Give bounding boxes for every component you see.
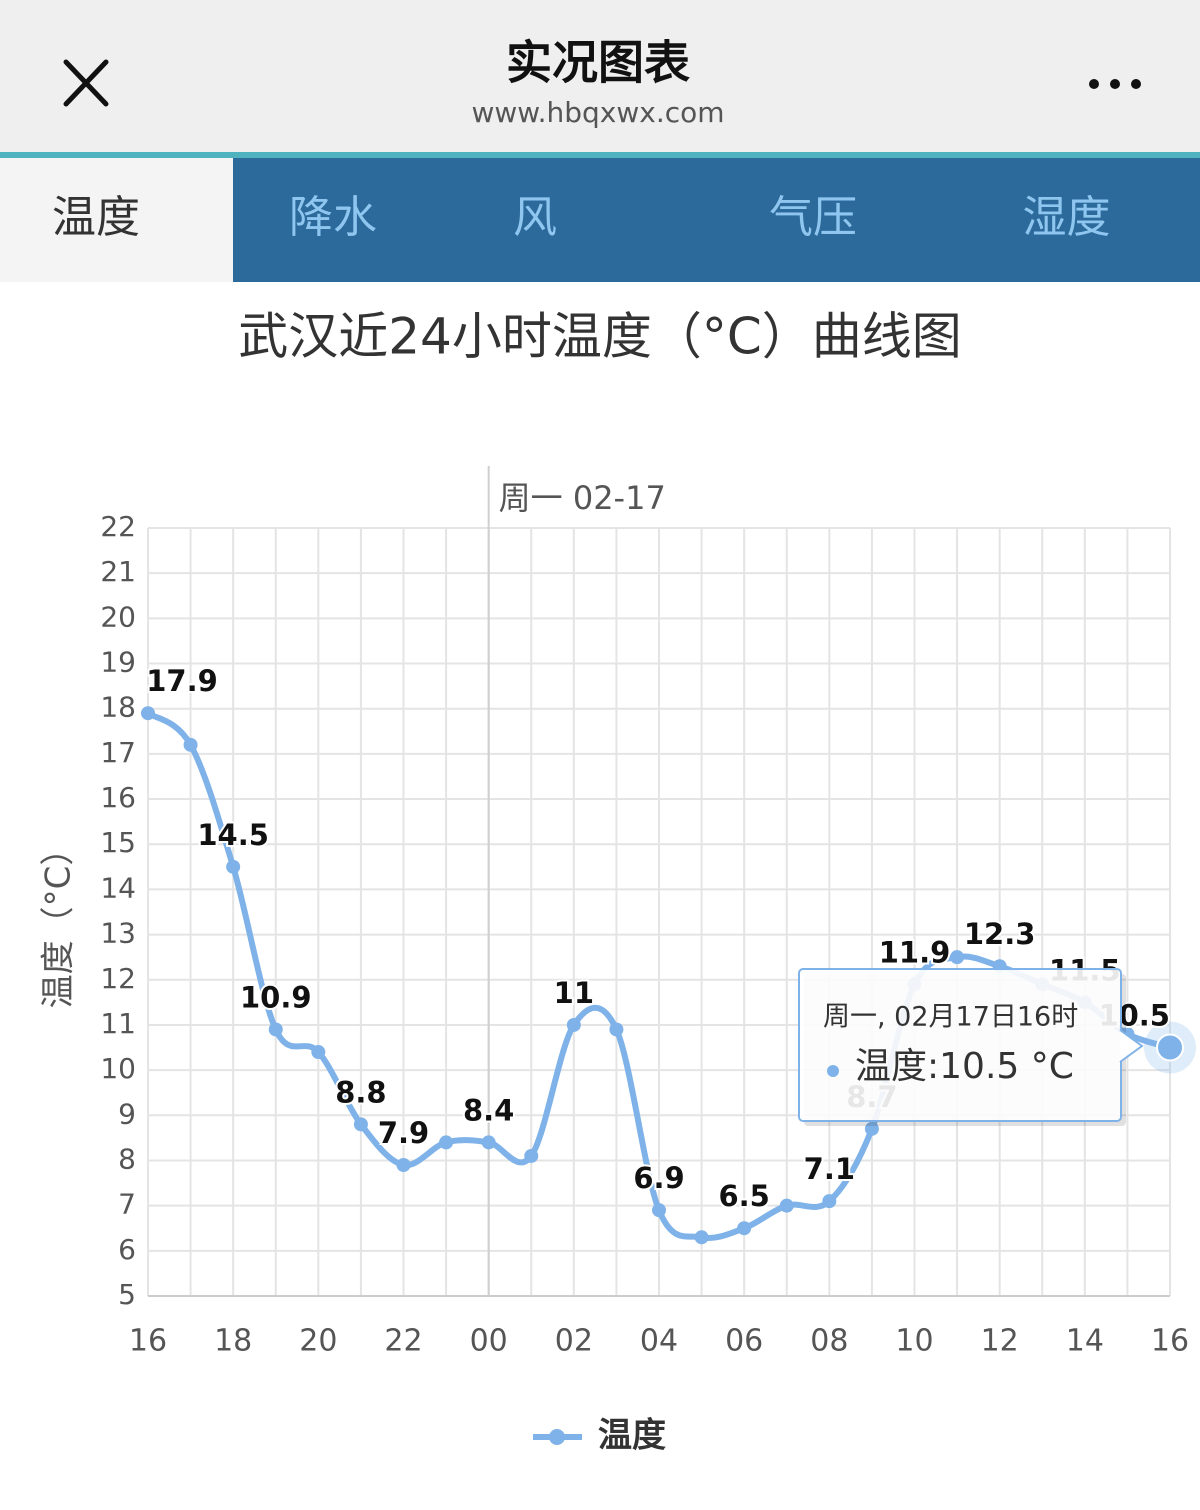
tab[interactable]: 气压 (769, 192, 857, 243)
point (950, 950, 965, 965)
point (779, 1198, 794, 1213)
y-tick-label: 8 (118, 1142, 136, 1175)
tooltip-text: 温度:10.5 °C (855, 1046, 1074, 1087)
point (694, 1230, 709, 1245)
y-tick-label: 6 (118, 1233, 136, 1266)
y-tick-label: 12 (100, 962, 136, 995)
series-line (146, 710, 1171, 1241)
point (864, 1121, 879, 1136)
y-tick-label: 9 (118, 1097, 136, 1130)
data-label: 6.5 (718, 1179, 769, 1213)
tab[interactable]: 风 (513, 192, 557, 243)
data-label: 11 (554, 976, 594, 1010)
x-tick-label: 08 (810, 1324, 848, 1359)
x-tick-label: 06 (725, 1324, 763, 1359)
y-tick-label: 13 (100, 917, 136, 950)
point (652, 1203, 666, 1218)
tab[interactable]: 降水 (289, 192, 377, 243)
point (268, 1022, 283, 1037)
x-tick-label: 16 (1151, 1324, 1189, 1359)
data-label: 17.9 (146, 664, 218, 698)
y-tick-label: 22 (100, 510, 136, 543)
y-tick-label: 20 (100, 600, 136, 633)
x-tick-label: 16 (129, 1324, 167, 1359)
point (609, 1022, 624, 1037)
tooltip-dot (827, 1065, 839, 1077)
tab[interactable]: 湿度 (1023, 192, 1111, 243)
data-label: 11.9 (879, 935, 951, 969)
x-tick-label: 20 (299, 1324, 337, 1359)
y-tick-label: 17 (100, 736, 136, 769)
point (1156, 1033, 1184, 1062)
point (566, 1017, 581, 1032)
x-tick-label: 04 (640, 1324, 678, 1359)
data-label: 8.8 (335, 1075, 386, 1109)
close-button[interactable] (63, 59, 109, 107)
tooltip-box (798, 968, 1122, 1122)
y-axis-label: 温度（°C） (39, 832, 79, 1009)
data-label: 8.4 (463, 1093, 514, 1127)
legend-label[interactable]: 温度 (598, 1416, 666, 1456)
data-label: 14.5 (197, 818, 269, 852)
point (353, 1117, 368, 1132)
point (524, 1148, 539, 1163)
page-title: 实况图表 (506, 36, 690, 90)
page-url: www.hbqxwx.com (471, 96, 724, 129)
x-tick-label: 18 (214, 1324, 252, 1359)
point (481, 1135, 496, 1150)
header-divider (0, 152, 1200, 158)
point (737, 1221, 752, 1236)
data-label: 7.1 (804, 1152, 855, 1186)
point (439, 1135, 454, 1150)
y-tick-label: 19 (100, 646, 136, 679)
x-tick-label: 00 (470, 1324, 508, 1359)
chart-title: 武汉近24小时温度（°C）曲线图 (238, 308, 962, 366)
x-tick-label: 02 (555, 1324, 593, 1359)
y-tick-label: 14 (100, 871, 136, 904)
data-label: 6.9 (633, 1161, 684, 1195)
point (183, 737, 198, 752)
tab[interactable]: 温度 (52, 192, 140, 243)
tab-active-bg (0, 158, 233, 282)
x-tick-label: 14 (1066, 1324, 1104, 1359)
point (311, 1045, 326, 1060)
tooltip-title: 周一, 02月17日16时 (823, 1002, 1078, 1033)
more-button[interactable] (1089, 79, 1141, 89)
data-label: 7.9 (378, 1116, 429, 1150)
y-tick-label: 15 (100, 826, 136, 859)
point (141, 706, 155, 721)
y-tick-label: 7 (118, 1188, 136, 1221)
data-label: 10.9 (240, 980, 312, 1014)
point (226, 859, 241, 874)
y-tick-label: 10 (100, 1052, 136, 1085)
data-label: 12.3 (964, 917, 1036, 951)
tooltip-pointer (1119, 1029, 1144, 1063)
x-tick-label: 12 (981, 1324, 1019, 1359)
x-tick-label: 10 (895, 1324, 933, 1359)
y-tick-label: 18 (100, 691, 136, 724)
point (822, 1194, 837, 1209)
day-label: 周一 02-17 (499, 479, 666, 517)
y-tick-label: 21 (100, 555, 136, 588)
point (396, 1157, 411, 1172)
y-tick-label: 11 (100, 1007, 136, 1040)
x-tick-label: 22 (384, 1324, 422, 1359)
legend-marker (549, 1429, 565, 1445)
y-tick-label: 5 (118, 1278, 136, 1311)
y-tick-label: 16 (100, 781, 136, 814)
header-bar (0, 0, 1200, 152)
